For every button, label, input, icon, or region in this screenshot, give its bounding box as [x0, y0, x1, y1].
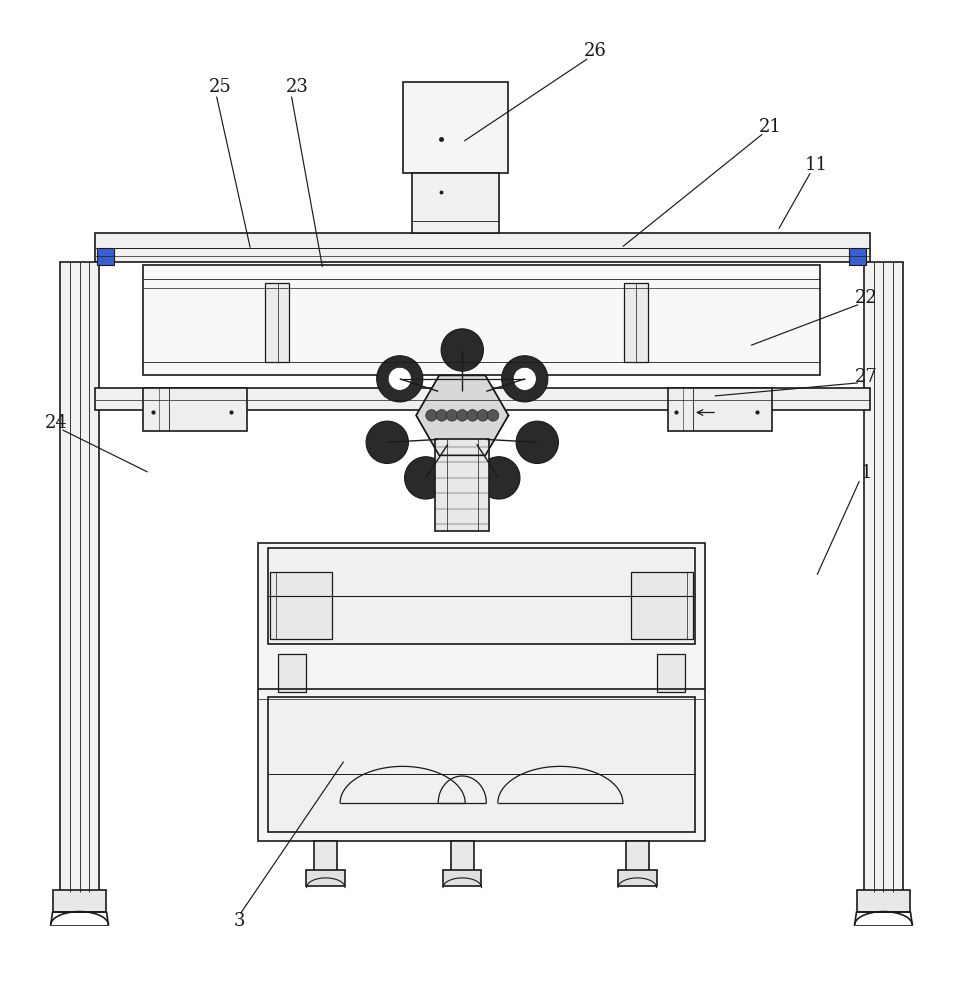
Bar [856, 890, 910, 912]
Circle shape [436, 410, 448, 421]
Circle shape [467, 410, 479, 421]
Bar [631, 572, 693, 639]
Text: 1: 1 [860, 464, 872, 482]
Bar [314, 841, 337, 872]
Bar [265, 283, 289, 362]
Circle shape [426, 410, 437, 421]
Text: 25: 25 [209, 78, 231, 96]
Polygon shape [416, 375, 508, 455]
Bar [277, 654, 306, 692]
Bar [306, 870, 345, 886]
Circle shape [441, 329, 483, 371]
Bar [258, 543, 705, 841]
Bar [618, 870, 657, 886]
Bar [848, 248, 866, 265]
Bar [412, 173, 499, 233]
Circle shape [446, 410, 457, 421]
Bar [268, 548, 695, 644]
Bar [268, 697, 695, 832]
Text: 26: 26 [584, 42, 607, 60]
Circle shape [487, 410, 499, 421]
Bar [624, 283, 648, 362]
Bar [657, 654, 686, 692]
Text: 3: 3 [233, 912, 245, 930]
Bar [451, 841, 474, 872]
Circle shape [377, 356, 423, 402]
Circle shape [516, 421, 559, 463]
Bar [53, 890, 107, 912]
Bar [270, 572, 332, 639]
Circle shape [513, 367, 536, 390]
Circle shape [478, 457, 520, 499]
Bar [435, 439, 489, 531]
Bar [864, 262, 902, 892]
Text: 11: 11 [805, 156, 827, 174]
Bar [61, 262, 99, 892]
Circle shape [366, 421, 408, 463]
Text: 21: 21 [759, 118, 781, 136]
Bar [97, 248, 115, 265]
Bar [95, 388, 870, 410]
Bar [143, 388, 247, 431]
Bar [668, 388, 772, 431]
Circle shape [404, 457, 447, 499]
Bar [626, 841, 649, 872]
Circle shape [388, 367, 411, 390]
Bar [95, 233, 870, 262]
Text: 22: 22 [855, 289, 877, 307]
Bar [143, 265, 820, 375]
Circle shape [477, 410, 488, 421]
Text: 24: 24 [45, 414, 67, 432]
Circle shape [456, 410, 468, 421]
Text: 23: 23 [285, 78, 308, 96]
Bar [403, 82, 508, 173]
Text: 27: 27 [855, 368, 877, 386]
Bar [443, 870, 482, 886]
Circle shape [502, 356, 548, 402]
